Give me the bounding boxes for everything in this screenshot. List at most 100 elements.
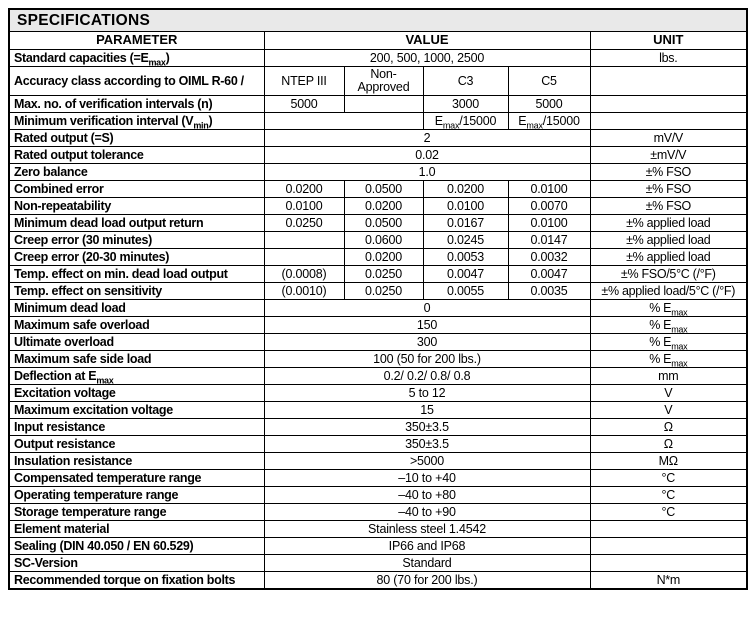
parameter-cell: Creep error (30 minutes)	[8, 231, 265, 250]
value-cell: NTEP III	[263, 65, 345, 97]
value-cell: IP66 and IP68	[263, 537, 591, 556]
parameter-cell: Standard capacities (=Emax)	[8, 48, 265, 67]
value-cell: 0.0055	[422, 282, 509, 301]
table-row: Minimum dead load 0% Emax	[8, 299, 748, 318]
table-row: Element material Stainless steel 1.4542	[8, 520, 748, 539]
table-row: Max. no. of verification intervals (n) 50…	[8, 95, 748, 114]
unit-cell: ±% applied load	[589, 214, 748, 233]
unit-cell: lbs.	[589, 48, 748, 67]
value-cell: 0.0200	[343, 197, 424, 216]
unit-cell	[589, 554, 748, 573]
parameter-cell: Recommended torque on fixation bolts	[8, 571, 265, 590]
value-cell: Standard	[263, 554, 591, 573]
unit-cell	[589, 65, 748, 97]
unit-cell: Ω	[589, 418, 748, 437]
unit-cell	[589, 95, 748, 114]
value-cell: 350±3.5	[263, 418, 591, 437]
value-cell: 15	[263, 401, 591, 420]
value-cell: 0.0500	[343, 214, 424, 233]
parameter-cell: Sealing (DIN 40.050 / EN 60.529)	[8, 537, 265, 556]
value-cell: 100 (50 for 200 lbs.)	[263, 350, 591, 369]
value-cell: Emax/15000	[422, 112, 509, 131]
unit-cell: % Emax	[589, 316, 748, 335]
value-cell: 0	[263, 299, 591, 318]
value-cell: –40 to +90	[263, 503, 591, 522]
unit-cell: % Emax	[589, 333, 748, 352]
value-cell: C5	[507, 65, 591, 97]
table-row: Accuracy class according to OIML R-60 /N…	[8, 65, 748, 97]
parameter-cell: Compensated temperature range	[8, 469, 265, 488]
table-row: Standard capacities (=Emax) 200, 500, 100…	[8, 48, 748, 67]
value-cell: Emax/15000	[507, 112, 591, 131]
parameter-cell: Temp. effect on min. dead load output	[8, 265, 265, 284]
value-cell: 0.0100	[507, 214, 591, 233]
unit-cell: V	[589, 401, 748, 420]
table-row: Compensated temperature range –10 to +40 °…	[8, 469, 748, 488]
table-row: Temp. effect on min. dead load output (0.…	[8, 265, 748, 284]
unit-cell: ±% FSO	[589, 180, 748, 199]
unit-cell: MΩ	[589, 452, 748, 471]
parameter-cell: Element material	[8, 520, 265, 539]
value-cell: 5000	[507, 95, 591, 114]
value-cell	[343, 95, 424, 114]
parameter-cell: Accuracy class according to OIML R-60 /	[8, 65, 265, 97]
col-header-value: VALUE	[263, 31, 591, 50]
table-row: Input resistance 350±3.5 Ω	[8, 418, 748, 437]
parameter-cell: Rated output tolerance	[8, 146, 265, 165]
value-cell: 0.0035	[507, 282, 591, 301]
value-cell: 0.0250	[343, 265, 424, 284]
table-row: Maximum safe overload 150% Emax	[8, 316, 748, 335]
value-cell: 300	[263, 333, 591, 352]
parameter-cell: Maximum safe overload	[8, 316, 265, 335]
table-row: Ultimate overload 300% Emax	[8, 333, 748, 352]
value-cell: 0.0070	[507, 197, 591, 216]
parameter-cell: Minimum verification interval (Vmin)	[8, 112, 265, 131]
parameter-cell: Maximum excitation voltage	[8, 401, 265, 420]
unit-cell	[589, 520, 748, 539]
parameter-cell: Minimum dead load	[8, 299, 265, 318]
value-cell: 0.0032	[507, 248, 591, 267]
value-cell: C3	[422, 65, 509, 97]
value-cell: 0.0250	[343, 282, 424, 301]
unit-cell: ±% FSO	[589, 197, 748, 216]
parameter-cell: SC-Version	[8, 554, 265, 573]
table-row: Maximum safe side load 100 (50 for 200 lb…	[8, 350, 748, 369]
unit-cell: °C	[589, 486, 748, 505]
unit-cell: ±% applied load/5°C (/°F)	[589, 282, 748, 301]
table-row: Creep error (30 minutes) 0.0600 0.0245 0.01…	[8, 231, 748, 250]
table-body: Standard capacities (=Emax) 200, 500, 100…	[8, 48, 748, 590]
value-cell: 5000	[263, 95, 345, 114]
value-cell: 0.0167	[422, 214, 509, 233]
unit-cell: mm	[589, 367, 748, 386]
table-row: Excitation voltage 5 to 12 V	[8, 384, 748, 403]
table-row: Rated output (=S) 2 mV/V	[8, 129, 748, 148]
value-cell: Non-Approved	[343, 65, 424, 97]
value-cell: 2	[263, 129, 591, 148]
value-cell	[263, 248, 345, 267]
table-row: SC-Version Standard	[8, 554, 748, 573]
value-cell: 150	[263, 316, 591, 335]
value-cell: –10 to +40	[263, 469, 591, 488]
parameter-cell: Input resistance	[8, 418, 265, 437]
value-cell: –40 to +80	[263, 486, 591, 505]
value-cell: 0.0200	[343, 248, 424, 267]
parameter-cell: Insulation resistance	[8, 452, 265, 471]
parameter-cell: Max. no. of verification intervals (n)	[8, 95, 265, 114]
parameter-cell: Operating temperature range	[8, 486, 265, 505]
unit-cell: mV/V	[589, 129, 748, 148]
value-cell: 1.0	[263, 163, 591, 182]
parameter-cell: Ultimate overload	[8, 333, 265, 352]
table-row: Temp. effect on sensitivity (0.0010) 0.025…	[8, 282, 748, 301]
unit-cell: °C	[589, 503, 748, 522]
page-title: SPECIFICATIONS	[8, 8, 748, 33]
unit-cell: % Emax	[589, 299, 748, 318]
value-cell: 0.0147	[507, 231, 591, 250]
unit-cell	[589, 112, 748, 131]
title-bar: SPECIFICATIONS	[8, 8, 748, 33]
specifications-table: SPECIFICATIONS PARAMETER VALUE UNIT Stan…	[8, 8, 749, 591]
table-row: Maximum excitation voltage 15 V	[8, 401, 748, 420]
table-row: Minimum verification interval (Vmin) Emax…	[8, 112, 748, 131]
value-cell: 80 (70 for 200 lbs.)	[263, 571, 591, 590]
value-cell: 0.0600	[343, 231, 424, 250]
value-cell: 0.2/ 0.2/ 0.8/ 0.8	[263, 367, 591, 386]
